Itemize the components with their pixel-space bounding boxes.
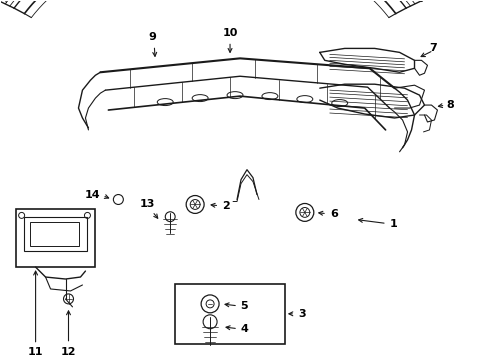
Circle shape (186, 195, 203, 213)
Text: 2: 2 (211, 202, 229, 211)
Text: 4: 4 (240, 324, 247, 334)
Text: 11: 11 (28, 347, 43, 357)
Circle shape (63, 294, 73, 304)
Circle shape (295, 203, 313, 221)
Text: 9: 9 (148, 32, 156, 42)
Bar (175, 284, 285, 344)
Bar (23, 217, 87, 251)
Text: 14: 14 (84, 189, 100, 199)
Text: 10: 10 (222, 28, 237, 39)
Circle shape (203, 315, 217, 329)
Circle shape (201, 295, 219, 313)
Text: 3: 3 (288, 309, 305, 319)
Text: 5: 5 (240, 301, 247, 311)
Text: 13: 13 (139, 199, 155, 210)
Circle shape (113, 194, 123, 204)
Bar (30, 222, 80, 246)
Circle shape (165, 212, 175, 222)
Text: 12: 12 (61, 347, 76, 357)
Bar (16, 210, 95, 267)
Text: 6: 6 (318, 210, 337, 219)
Text: 7: 7 (428, 44, 436, 53)
Text: 8: 8 (446, 100, 453, 110)
Text: 1: 1 (358, 219, 397, 229)
